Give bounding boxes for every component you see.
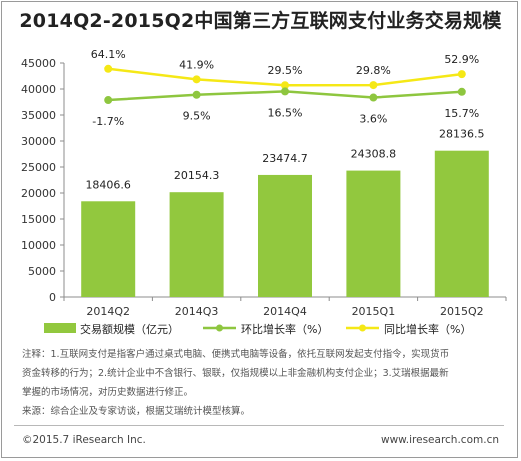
qoq-growth-value-label: 15.7% — [444, 107, 479, 120]
y-tick-label: 15000 — [21, 213, 56, 226]
bar — [81, 201, 136, 297]
y-tick-label: 20000 — [21, 187, 56, 200]
yoy-growth-point — [192, 75, 201, 84]
qoq-growth-point — [457, 87, 466, 96]
bar-value-label: 23474.7 — [262, 152, 308, 165]
yoy-growth-value-label: 52.9% — [444, 53, 479, 66]
yoy-growth-value-label: 64.1% — [91, 48, 126, 61]
y-tick-label: 40000 — [21, 83, 56, 96]
legend-qoq-swatch-point — [216, 324, 223, 332]
y-tick-label: 10000 — [21, 239, 56, 252]
bar — [434, 150, 489, 297]
qoq-growth-value-label: 9.5% — [183, 110, 211, 123]
yoy-growth-value-label: 29.5% — [268, 64, 303, 77]
x-tick-label: 2015Q2 — [440, 305, 484, 318]
qoq-growth-value-label: 3.6% — [359, 113, 387, 126]
yoy-growth-point — [104, 64, 113, 73]
copyright-text: ©2015.7 iResearch Inc. — [22, 434, 146, 446]
y-tick-label: 25000 — [21, 161, 56, 174]
legend-bar-swatch — [44, 323, 76, 333]
x-tick-label: 2014Q2 — [86, 305, 130, 318]
bar — [169, 192, 224, 297]
yoy-growth-value-label: 41.9% — [179, 58, 214, 71]
chart-title: 2014Q2-2015Q2中国第三方互联网支付业务交易规模 — [19, 10, 502, 32]
footer-divider — [14, 425, 504, 426]
x-tick-label: 2014Q3 — [175, 305, 219, 318]
yoy-growth-value-label: 29.8% — [356, 64, 391, 77]
bar — [258, 174, 312, 297]
bar — [346, 170, 401, 297]
legend-qoq-label: 环比增长率（%） — [241, 322, 328, 336]
y-tick-label: 35000 — [21, 109, 56, 122]
yoy-growth-point — [281, 81, 289, 90]
x-tick-label: 2015Q1 — [352, 305, 396, 318]
y-tick-label: 30000 — [21, 135, 56, 148]
note-line-3: 掌握的市场情况，对历史数据进行修正。 — [22, 387, 194, 398]
x-tick-label: 2014Q4 — [263, 305, 307, 318]
legend-yoy-label: 同比增长率（%） — [384, 322, 471, 336]
qoq-growth-point — [281, 87, 289, 96]
note-line-2: 资金转移的行为；2.统计企业中不含银行、银联，仅指规模以上非金融机构支付企业；3… — [22, 368, 449, 379]
yoy-growth-point — [457, 70, 466, 79]
qoq-growth-value-label: 16.5% — [268, 106, 303, 119]
website-text: www.iresearch.com.cn — [380, 434, 499, 446]
qoq-growth-point — [104, 96, 113, 105]
bar-value-label: 20154.3 — [174, 169, 220, 182]
y-tick-label: 0 — [49, 291, 56, 304]
qoq-growth-value-label: -1.7% — [92, 115, 124, 128]
yoy-growth-point — [369, 81, 378, 90]
source-line: 来源：综合企业及专家访谈，根据艾瑞统计模型核算。 — [22, 406, 251, 417]
bar-value-label: 28136.5 — [439, 128, 485, 141]
y-tick-label: 45000 — [21, 57, 56, 70]
legend-yoy-swatch-point — [359, 324, 366, 332]
qoq-growth-point — [369, 93, 378, 102]
note-line-1: 注释：1.互联网支付是指客户通过桌式电脑、便携式电脑等设备，依托互联网发起支付指… — [22, 349, 450, 360]
qoq-growth-point — [192, 90, 201, 99]
y-tick-label: 5000 — [28, 265, 56, 278]
legend-bar-label: 交易额规模（亿元） — [80, 322, 179, 336]
notes-block: 注释：1.互联网支付是指客户通过桌式电脑、便携式电脑等设备，依托互联网发起支付指… — [22, 345, 502, 421]
bar-value-label: 18406.6 — [85, 178, 131, 191]
bar-value-label: 24308.8 — [351, 148, 397, 161]
